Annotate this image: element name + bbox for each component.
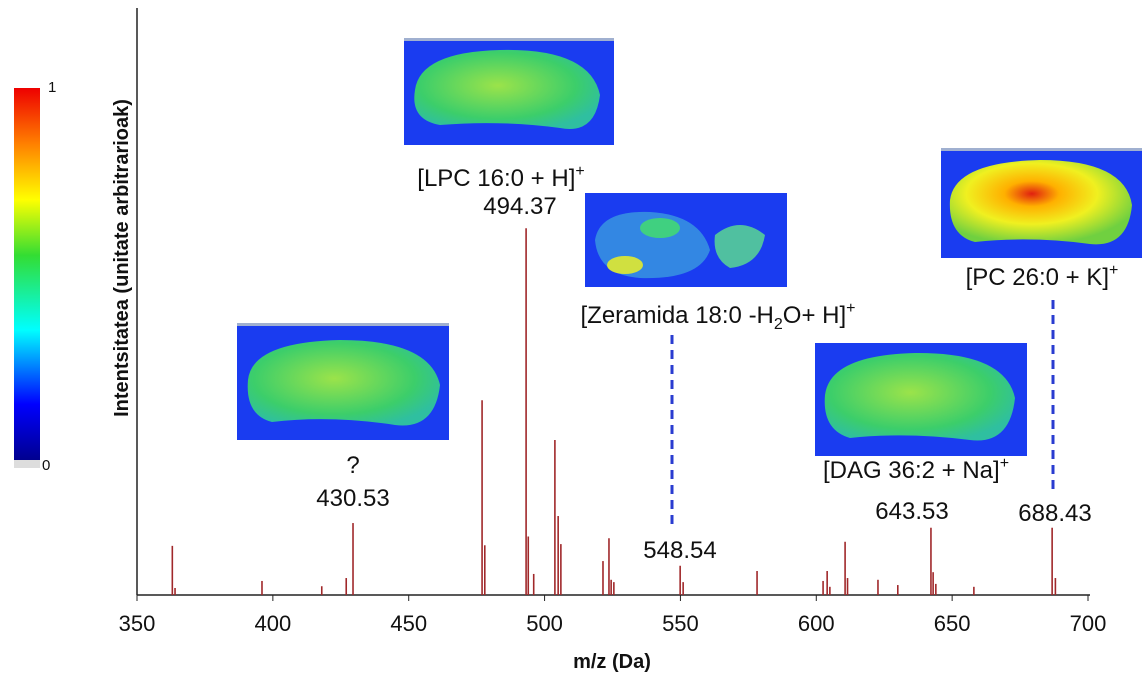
tissue-image [941, 148, 1142, 258]
y-axis-title: Intentsitatea (unitate arbitrarioak) [111, 99, 133, 417]
tissue-image [585, 193, 787, 287]
annotation-label: ? [346, 452, 359, 479]
annotation-label: [LPC 16:0 + H]+ [417, 163, 584, 192]
x-tick-label: 600 [798, 611, 835, 636]
label-text: [LPC 16:0 + H] [417, 165, 575, 192]
label-sup: + [1109, 262, 1118, 279]
label-text: ? [346, 452, 359, 479]
label-text: [DAG 36:2 + Na] [823, 457, 1000, 484]
x-tick-label: 400 [254, 611, 291, 636]
colorbar-max: 1 [48, 79, 56, 96]
tissue-images [237, 38, 1142, 456]
annotation-label: [PC 26:0 + K]+ [966, 262, 1119, 291]
annotation-mz: 430.53 [316, 485, 389, 512]
x-tick-label: 500 [526, 611, 563, 636]
x-tick-label: 700 [1070, 611, 1107, 636]
annotation-mz: 688.43 [1018, 500, 1091, 527]
annotation-label: [Zeramida 18:0 -H2O+ H]+ [580, 300, 855, 333]
annotation-mz: 643.53 [875, 498, 948, 525]
x-tick-label: 550 [662, 611, 699, 636]
label-text: O+ H] [783, 302, 846, 329]
label-text: [PC 26:0 + K] [966, 264, 1109, 291]
label-sub: 2 [774, 316, 783, 333]
annotation-mz: 494.37 [483, 193, 556, 220]
x-tick-label: 350 [119, 611, 156, 636]
label-sup: + [575, 163, 584, 180]
x-tick-label: 450 [390, 611, 427, 636]
x-axis-title: m/z (Da) [573, 651, 651, 673]
label-sup: + [1000, 455, 1009, 472]
colorbar [14, 88, 40, 460]
annotation-mz: 548.54 [643, 537, 716, 564]
tissue-image [404, 38, 614, 145]
label-sup: + [846, 300, 855, 317]
annotation-label: [DAG 36:2 + Na]+ [823, 455, 1009, 484]
label-text: [Zeramida 18:0 -H [580, 302, 773, 329]
colorbar-min: 0 [42, 457, 50, 474]
tissue-image [815, 343, 1027, 456]
colorbar-cap [14, 460, 40, 468]
tissue-image [237, 323, 449, 440]
x-tick-label: 650 [934, 611, 971, 636]
